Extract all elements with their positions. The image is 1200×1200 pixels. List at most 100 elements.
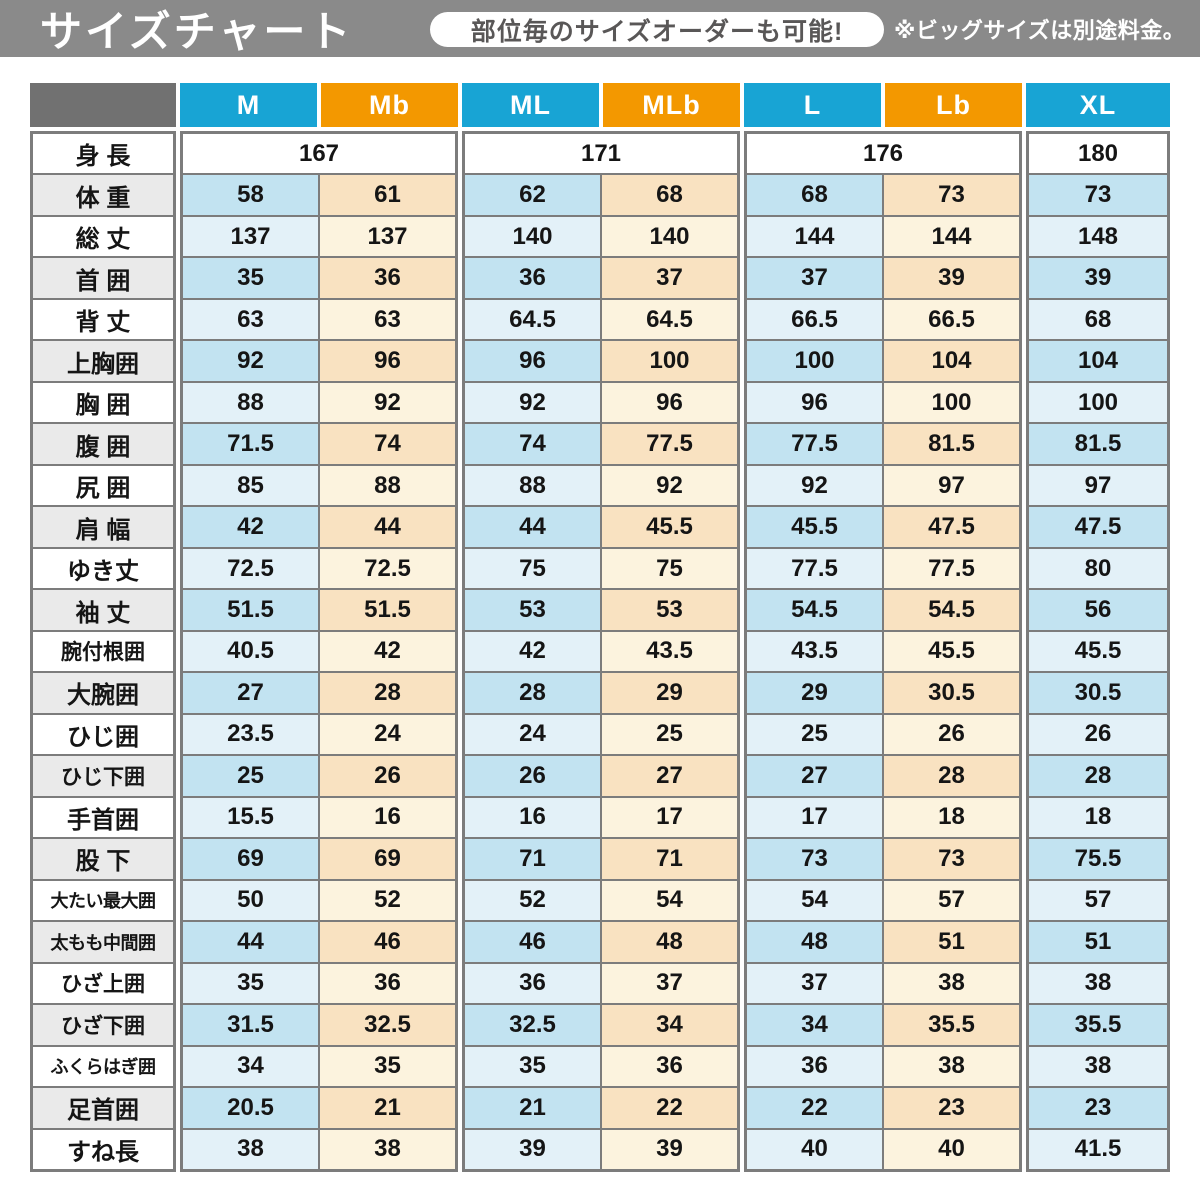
row-label: 上胸囲 <box>33 341 173 381</box>
table-cell: 92 <box>465 382 600 423</box>
table-cell: 88 <box>320 465 455 506</box>
table-cell: 20.5 <box>183 1088 318 1128</box>
height-value-cell: 171 <box>465 134 737 174</box>
table-cell: 26 <box>465 756 600 796</box>
table-cell: 68 <box>1029 299 1167 340</box>
table-cell: 77.5 <box>602 424 737 464</box>
table-cell: 45.5 <box>1029 631 1167 672</box>
table-cell: 58 <box>183 175 318 215</box>
table-cell: 28 <box>465 673 600 713</box>
row-label: 足首囲 <box>33 1088 173 1128</box>
table-cell: 71 <box>465 839 600 879</box>
size-order-badge-text: 部位毎のサイズオーダーも可能! <box>470 17 844 46</box>
table-cell: 26 <box>1029 714 1167 755</box>
row-label: ひざ下囲 <box>33 1005 173 1045</box>
table-cell: 36 <box>465 963 600 1004</box>
table-cell: 63 <box>320 299 455 340</box>
table-cell: 17 <box>747 797 882 838</box>
table-cell: 74 <box>465 424 600 464</box>
table-cell: 45.5 <box>884 631 1019 672</box>
row-label: ゆき丈 <box>33 548 173 589</box>
table-cell: 69 <box>183 839 318 879</box>
table-cell: 29 <box>747 673 882 713</box>
table-cell: 144 <box>884 216 1019 257</box>
table-cell: 38 <box>1029 1046 1167 1087</box>
row-label: 肩 幅 <box>33 507 173 547</box>
table-cell: 54 <box>747 880 882 921</box>
table-cell: 17 <box>602 797 737 838</box>
table-cell: 21 <box>465 1088 600 1128</box>
table-cell: 148 <box>1029 216 1167 257</box>
table-cell: 51 <box>884 922 1019 962</box>
table-cell: 25 <box>183 756 318 796</box>
table-cell: 28 <box>884 756 1019 796</box>
table-cell: 61 <box>320 175 455 215</box>
table-cell: 43.5 <box>602 631 737 672</box>
table-cell: 37 <box>602 963 737 1004</box>
table-cell: 96 <box>602 382 737 423</box>
table-cell: 25 <box>747 714 882 755</box>
table-cell: 36 <box>320 963 455 1004</box>
size-column-header-l: L <box>744 83 881 127</box>
table-cell: 21 <box>320 1088 455 1128</box>
table-cell: 42 <box>183 507 318 547</box>
page-title: サイズチャート <box>40 8 354 55</box>
table-cell: 45.5 <box>602 507 737 547</box>
table-cell: 40 <box>884 1129 1019 1169</box>
table-cell: 75.5 <box>1029 839 1167 879</box>
table-cell: 52 <box>320 880 455 921</box>
table-cell: 88 <box>465 465 600 506</box>
table-cell: 69 <box>320 839 455 879</box>
table-cell: 137 <box>320 216 455 257</box>
table-cell: 36 <box>602 1046 737 1087</box>
table-cell: 75 <box>465 548 600 589</box>
table-cell: 56 <box>1029 590 1167 630</box>
table-cell: 68 <box>747 175 882 215</box>
table-cell: 66.5 <box>884 299 1019 340</box>
table-cell: 140 <box>602 216 737 257</box>
table-cell: 41.5 <box>1029 1129 1167 1169</box>
table-cell: 28 <box>320 673 455 713</box>
table-cell: 35 <box>320 1046 455 1087</box>
table-cell: 36 <box>320 258 455 298</box>
table-cell: 28 <box>1029 756 1167 796</box>
table-cell: 96 <box>465 341 600 381</box>
table-cell: 40 <box>747 1129 882 1169</box>
table-cell: 36 <box>747 1046 882 1087</box>
table-corner-cell <box>30 83 176 127</box>
table-cell: 53 <box>602 590 737 630</box>
size-column-header-mb: Mb <box>321 83 458 127</box>
table-cell: 88 <box>183 382 318 423</box>
table-cell: 97 <box>884 465 1019 506</box>
table-cell: 100 <box>602 341 737 381</box>
row-label-height: 身 長 <box>33 134 173 174</box>
table-cell: 39 <box>1029 258 1167 298</box>
size-column-header-xl: XL <box>1026 83 1170 127</box>
row-label: 手首囲 <box>33 797 173 838</box>
table-cell: 52 <box>465 880 600 921</box>
table-cell: 51.5 <box>183 590 318 630</box>
row-label: 背 丈 <box>33 299 173 340</box>
table-cell: 43.5 <box>747 631 882 672</box>
row-label: 大たい最大囲 <box>33 880 173 921</box>
table-cell: 80 <box>1029 548 1167 589</box>
table-cell: 92 <box>183 341 318 381</box>
row-label: 体 重 <box>33 175 173 215</box>
table-cell: 73 <box>1029 175 1167 215</box>
table-cell: 100 <box>884 382 1019 423</box>
row-label-column: 身 長体 重総 丈首 囲背 丈上胸囲胸 囲腹 囲尻 囲肩 幅ゆき丈袖 丈腕付根囲… <box>30 83 176 1172</box>
table-cell: 29 <box>602 673 737 713</box>
height-value-cell: 180 <box>1029 134 1167 174</box>
header-bar: サイズチャート 部位毎のサイズオーダーも可能! ※ビッグサイズは別途料金。 <box>0 0 1200 57</box>
table-cell: 34 <box>183 1046 318 1087</box>
table-cell: 45.5 <box>747 507 882 547</box>
row-label: 大腕囲 <box>33 673 173 713</box>
size-column-header-ml: ML <box>462 83 599 127</box>
column-group-ml-mlb: ML MLb 171 62 68 140 140 36 37 64.5 64.5 96 100 92 96… <box>462 83 740 1172</box>
table-cell: 48 <box>747 922 882 962</box>
label-column-body: 身 長体 重総 丈首 囲背 丈上胸囲胸 囲腹 囲尻 囲肩 幅ゆき丈袖 丈腕付根囲… <box>30 131 176 1172</box>
table-cell: 104 <box>884 341 1019 381</box>
table-cell: 77.5 <box>884 548 1019 589</box>
table-cell: 92 <box>320 382 455 423</box>
row-label: ひじ下囲 <box>33 756 173 796</box>
